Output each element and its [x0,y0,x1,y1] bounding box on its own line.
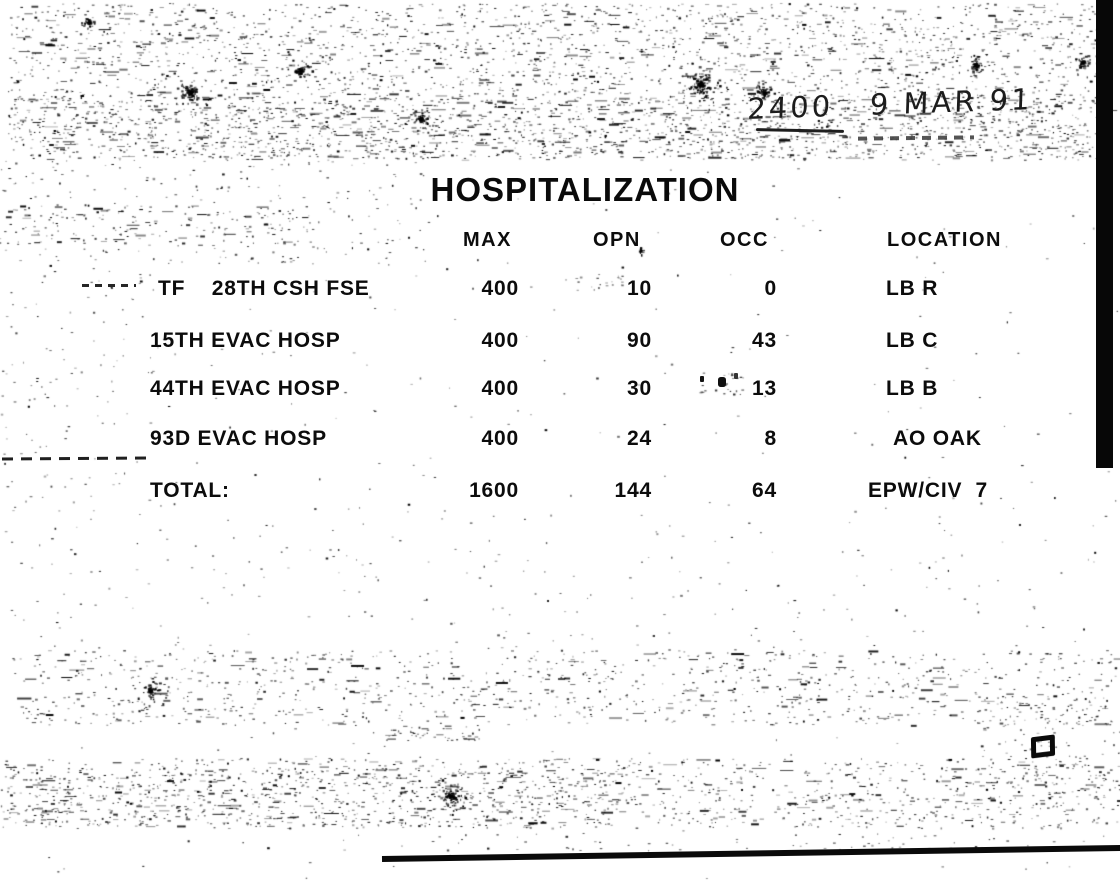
opn-cell: 90 [627,329,652,352]
column-header-occ: OCC [720,229,769,251]
location-cell: LB R [886,277,939,300]
location-cell: EPW/CIV 7 [868,479,989,502]
unit-cell: TOTAL: [150,479,230,502]
location-cell: LB C [886,329,939,352]
max-cell: 400 [481,329,519,352]
column-header-opn: OPN [593,229,641,251]
opn-cell: 24 [627,427,652,450]
table-row: TF 28TH CSH FSE 400 10 0 LB R [0,277,1120,303]
unit-cell: 15TH EVAC HOSP [150,329,341,352]
column-header-location: LOCATION [887,229,1002,251]
opn-cell: 144 [614,479,652,502]
table-row: 93D EVAC HOSP 400 24 8 AO OAK [0,427,1120,453]
table-row: 15TH EVAC HOSP 400 90 43 LB C [0,329,1120,355]
right-edge-scan-bar [1096,0,1113,468]
occ-cell: 0 [764,277,777,300]
location-cell: LB B [886,377,939,400]
max-cell: 400 [481,377,519,400]
max-cell: 1600 [469,479,519,502]
scan-artifact-dots [700,376,704,382]
document-title: HOSPITALIZATION [430,171,740,208]
occ-cell: 43 [752,329,777,352]
unit-cell: 44TH EVAC HOSP [150,377,341,400]
hollow-square-mark [1030,734,1056,759]
occ-cell: 13 [752,377,777,400]
occ-cell: 8 [764,427,777,450]
max-cell: 400 [481,427,519,450]
occ-cell: 64 [752,479,777,502]
opn-cell: 30 [627,377,652,400]
table-row: 44TH EVAC HOSP 400 30 13 LB B [0,377,1120,403]
opn-cell: 10 [627,277,652,300]
table-row-total: TOTAL: 1600 144 64 EPW/CIV 7 [0,479,1120,505]
column-header-max: MAX [463,229,512,251]
left-margin-dashes-top [82,284,136,287]
unit-cell: TF 28TH CSH FSE [158,277,370,300]
location-cell: AO OAK [893,427,982,450]
max-cell: 400 [481,277,519,300]
unit-cell: 93D EVAC HOSP [150,427,327,450]
